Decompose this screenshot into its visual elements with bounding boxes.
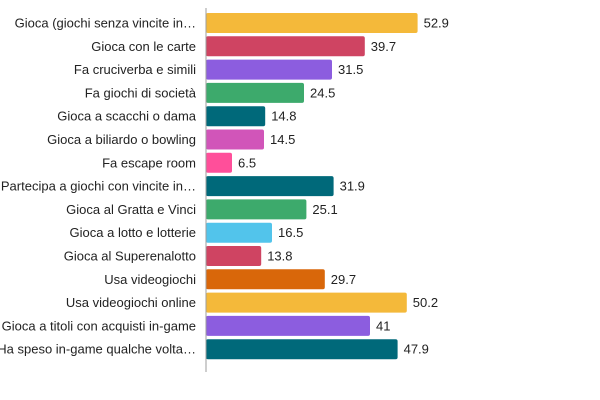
category-label: Fa giochi di società	[85, 85, 197, 100]
bar-value-label: 41	[376, 318, 390, 333]
bar	[206, 176, 334, 197]
bar-value-label: 47.9	[404, 342, 429, 357]
category-label: Gioca a lotto e lotterie	[70, 225, 196, 240]
category-label: Gioca a biliardo o bowling	[47, 132, 196, 147]
bars	[206, 13, 418, 360]
bar	[206, 292, 407, 313]
bar-value-label: 29.7	[331, 272, 356, 287]
bar	[206, 269, 325, 290]
category-label: Fa cruciverba e simili	[74, 62, 196, 77]
bar-value-label: 52.9	[424, 16, 449, 31]
category-label: Partecipa a giochi con vincite in…	[1, 179, 196, 194]
category-label: Gioca con le carte	[91, 39, 196, 54]
bar-value-label: 6.5	[238, 155, 256, 170]
bar	[206, 36, 365, 57]
bar-value-label: 14.8	[271, 109, 296, 124]
category-label: Gioca al Gratta e Vinci	[66, 202, 196, 217]
bar	[206, 199, 307, 220]
bar-value-label: 50.2	[413, 295, 438, 310]
category-label: Gioca (giochi senza vincite in…	[15, 16, 196, 31]
bar	[206, 106, 266, 127]
bar	[206, 246, 262, 266]
category-label: Usa videogiochi	[104, 272, 196, 287]
bar-value-label: 31.9	[340, 179, 365, 194]
bar	[206, 315, 370, 336]
bar	[206, 82, 304, 103]
bar-value-label: 39.7	[371, 39, 396, 54]
bar	[206, 59, 332, 80]
category-label: Gioca al Superenalotto	[64, 249, 196, 264]
bar-value-label: 14.5	[270, 132, 295, 147]
bar-value-label: 25.1	[312, 202, 337, 217]
category-label: Fa escape room	[102, 155, 196, 170]
category-labels: Gioca (giochi senza vincite in… Gioca con…	[0, 16, 197, 357]
bar-value-label: 16.5	[278, 225, 303, 240]
bar	[206, 129, 264, 150]
category-label: Gioca a scacchi o dama	[57, 109, 197, 124]
value-labels: 52.9 39.7 31.524.5 14.8 14.5 6.5 31.925.1 16.5 1…	[238, 16, 449, 357]
category-label: Ha speso in-game qualche volta…	[0, 342, 196, 357]
bar-value-label: 24.5	[310, 85, 335, 100]
bar	[206, 13, 418, 33]
bar	[206, 339, 398, 360]
bar-value-label: 31.5	[338, 62, 363, 77]
bar-value-label: 13.8	[267, 249, 292, 264]
category-label: Gioca a titoli con acquisti in-game	[2, 318, 196, 333]
bar	[206, 222, 272, 243]
bar	[206, 152, 232, 173]
category-label: Usa videogiochi online	[66, 295, 196, 310]
